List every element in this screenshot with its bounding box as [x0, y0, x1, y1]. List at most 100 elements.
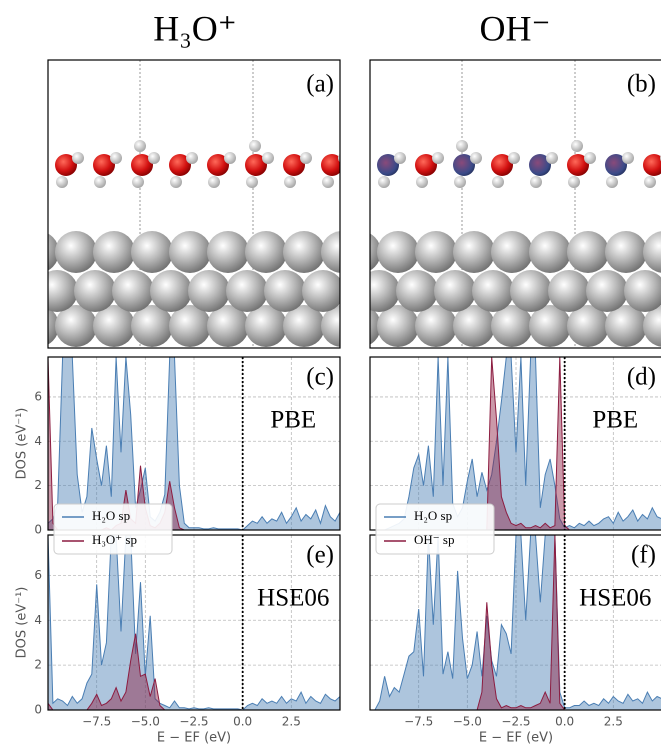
pt-atom: [491, 231, 533, 273]
h-atom: [94, 176, 106, 188]
h-atom: [530, 176, 542, 188]
y-axis-label: DOS (eV⁻¹): [15, 587, 30, 659]
x-tick-label: −7.5: [404, 715, 433, 729]
h-atom: [622, 152, 634, 164]
legend-label: H₂O sp: [414, 508, 452, 523]
pt-atom: [93, 231, 135, 273]
h-atom: [378, 176, 390, 188]
structure-b: [339, 60, 661, 348]
h-atom: [284, 176, 296, 188]
pt-atom: [74, 270, 116, 312]
h-atom: [56, 176, 68, 188]
y-tick-label: 2: [34, 658, 42, 672]
h-atom: [134, 140, 146, 152]
pt-atom: [472, 270, 514, 312]
h-atom: [644, 176, 656, 188]
pt-atom: [17, 231, 59, 273]
x-tick-label: 2.5: [282, 715, 301, 729]
column-title: H₃O⁺: [153, 8, 237, 48]
h-atom: [72, 152, 84, 164]
pt-atom: [396, 270, 438, 312]
figure: H₃O⁺ OH⁻ (a) (b) 0246(c)PBEDOS (eV⁻¹)(d)…: [0, 0, 661, 746]
panel-label: (b): [627, 71, 656, 98]
h-atom: [170, 176, 182, 188]
pt-atom: [321, 231, 363, 273]
h-atom: [470, 152, 482, 164]
h-atom: [492, 176, 504, 188]
h-atom: [454, 176, 466, 188]
y-tick-label: 6: [34, 389, 42, 403]
pt-atom: [415, 231, 457, 273]
x-tick-label: 2.5: [604, 715, 623, 729]
pt-atom: [264, 270, 306, 312]
y-tick-label: 0: [34, 703, 42, 717]
pt-atom: [453, 231, 495, 273]
panel-label: (a): [306, 71, 334, 98]
pt-atom: [339, 231, 381, 273]
method-label: HSE06: [257, 585, 329, 612]
pt-atom: [302, 270, 344, 312]
h-atom: [224, 152, 236, 164]
pt-atom: [150, 270, 192, 312]
h-atom: [584, 152, 596, 164]
panel-label: (d): [627, 364, 656, 391]
column-title: OH⁻: [480, 8, 551, 48]
pt-atom: [586, 270, 628, 312]
h-atom: [300, 152, 312, 164]
y-tick-label: 4: [34, 613, 42, 627]
h-atom: [606, 176, 618, 188]
h-atom: [208, 176, 220, 188]
y-tick-label: 0: [34, 523, 42, 537]
pt-atom: [131, 231, 173, 273]
h-atom: [568, 176, 580, 188]
pt-atom: [377, 231, 419, 273]
pt-atom: [207, 231, 249, 273]
legend-label: H₂O sp: [92, 508, 130, 523]
pt-atom: [245, 231, 287, 273]
pt-atom: [112, 270, 154, 312]
structure-a: [17, 60, 363, 348]
x-tick-label: 0.0: [233, 715, 252, 729]
h-atom: [432, 152, 444, 164]
y-tick-label: 4: [34, 434, 42, 448]
h-atom: [571, 140, 583, 152]
pt-atom: [169, 231, 211, 273]
x-tick-label: −2.5: [501, 715, 530, 729]
h-atom: [394, 152, 406, 164]
y-axis-label: DOS (eV⁻¹): [15, 408, 30, 480]
pt-atom: [358, 270, 400, 312]
x-tick-label: −2.5: [179, 715, 208, 729]
pt-atom: [643, 231, 661, 273]
x-tick-label: −5.0: [131, 715, 160, 729]
panel-label: (f): [631, 542, 656, 569]
method-label: PBE: [592, 407, 638, 434]
legend-label: OH⁻ sp: [414, 532, 454, 547]
method-label: PBE: [270, 407, 316, 434]
h-atom: [132, 176, 144, 188]
h-atom: [508, 152, 520, 164]
h-atom: [322, 176, 334, 188]
panel-label: (e): [306, 542, 334, 569]
y-tick-label: 2: [34, 478, 42, 492]
pt-atom: [226, 270, 268, 312]
x-axis-label: E − EF (eV): [157, 731, 231, 746]
pt-atom: [434, 270, 476, 312]
x-tick-label: 0.0: [555, 715, 574, 729]
pt-atom: [283, 231, 325, 273]
h-atom: [456, 140, 468, 152]
h-atom: [186, 152, 198, 164]
h-atom: [262, 152, 274, 164]
pt-atom: [567, 231, 609, 273]
pt-atom: [188, 270, 230, 312]
pt-atom: [36, 270, 78, 312]
x-tick-label: −5.0: [453, 715, 482, 729]
legend-label: H₃O⁺ sp: [92, 532, 137, 547]
pt-atom: [529, 231, 571, 273]
x-tick-label: −7.5: [82, 715, 111, 729]
pt-atom: [605, 231, 647, 273]
pt-atom: [55, 231, 97, 273]
method-label: HSE06: [579, 585, 651, 612]
h-atom: [546, 152, 558, 164]
y-tick-label: 6: [34, 568, 42, 582]
pt-atom: [510, 270, 552, 312]
